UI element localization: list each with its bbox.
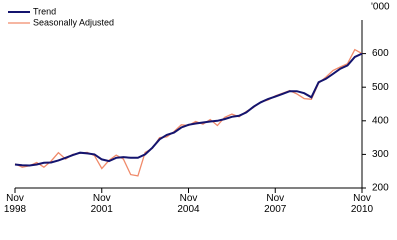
x-tick-label: Nov 2010 <box>350 193 374 215</box>
x-tick-label: Nov 1998 <box>3 193 27 215</box>
chart: '000 200 300 400 500 600 Trend Seasonally Adju… <box>3 1 391 215</box>
y-tick-label: 400 <box>372 115 389 126</box>
y-tick-label: 200 <box>372 183 389 194</box>
y-tick-label: 600 <box>372 48 389 59</box>
x-tick-label: Nov 2007 <box>264 193 287 215</box>
legend-label: Seasonally Adjusted <box>33 17 114 27</box>
y-tick-label: 500 <box>372 82 389 93</box>
x-tick-label: Nov 2004 <box>177 193 200 215</box>
y-tick-label: 300 <box>372 149 389 160</box>
y-unit: '000 <box>371 2 390 13</box>
x-tick-label: Nov 2001 <box>90 193 113 215</box>
legend-label: Trend <box>33 6 56 16</box>
series-line <box>14 52 363 167</box>
